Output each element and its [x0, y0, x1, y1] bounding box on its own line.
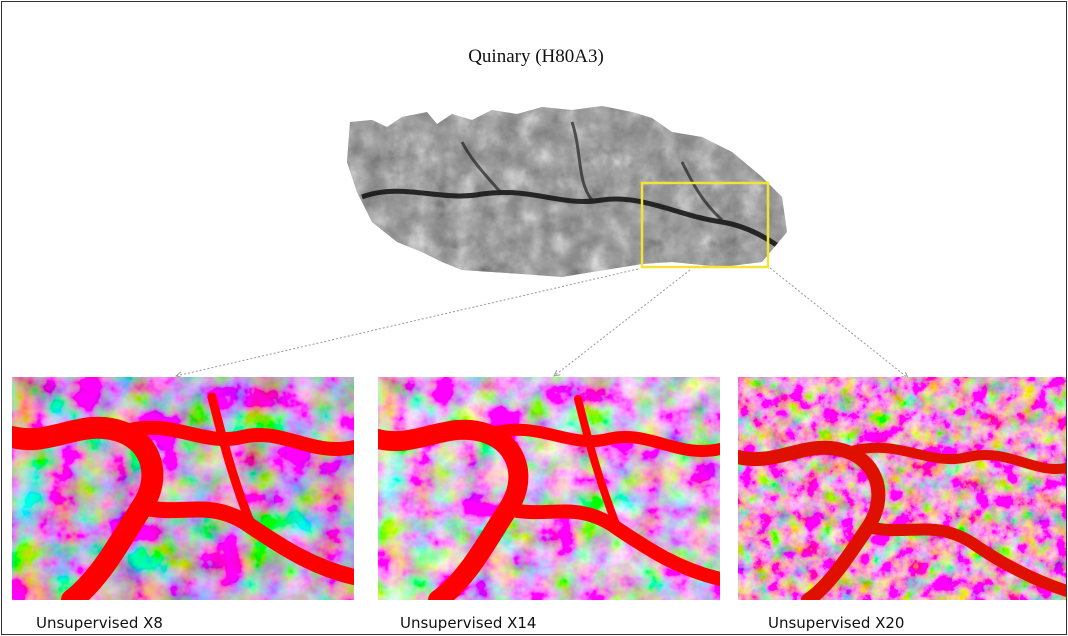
connector-x14: [554, 269, 691, 376]
caption-x14: Unsupervised X14: [400, 614, 537, 632]
figure-title: Quinary (H80A3): [468, 46, 604, 67]
connector-x20: [769, 267, 908, 378]
classification-panel-x14: [378, 377, 720, 600]
caption-x8: Unsupervised X8: [36, 614, 163, 632]
connector-x8: [176, 268, 639, 376]
caption-x20: Unsupervised X20: [768, 614, 905, 632]
grayscale-map: [342, 102, 792, 282]
classification-panel-x20: [738, 377, 1066, 600]
classification-panel-x8: [12, 377, 354, 600]
